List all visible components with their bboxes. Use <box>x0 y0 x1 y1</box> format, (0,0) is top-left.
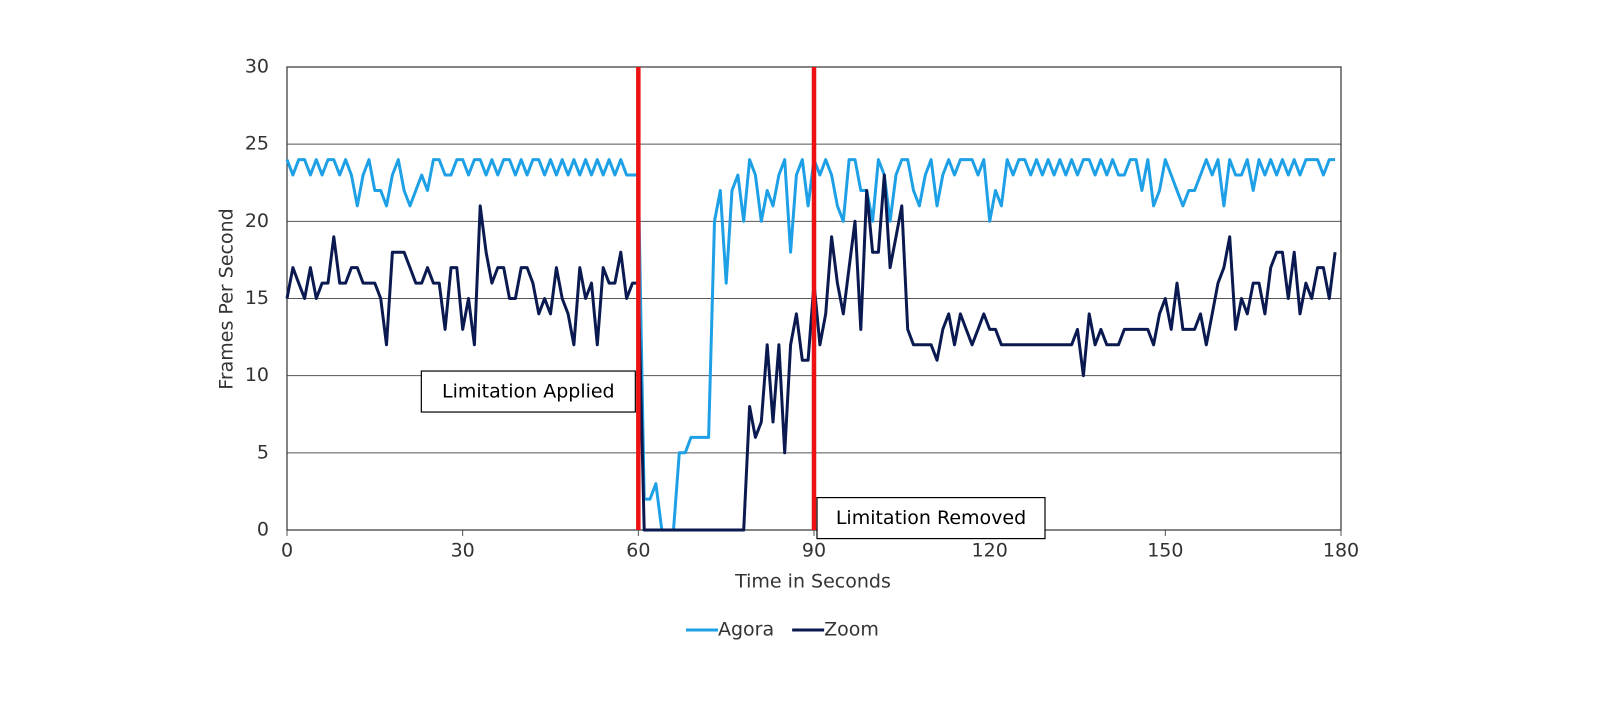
y-tick-label: 20 <box>245 210 269 232</box>
x-tick-label: 60 <box>626 540 650 562</box>
legend-label: Agora <box>718 619 774 641</box>
y-tick-label: 5 <box>257 441 269 463</box>
annotation-label: Limitation Removed <box>836 507 1026 529</box>
y-tick-label: 25 <box>245 133 269 155</box>
annotation-box <box>420 370 636 413</box>
series-line <box>285 158 1336 532</box>
x-tick-label: 150 <box>1147 540 1183 562</box>
x-axis-title: Time in Seconds <box>734 571 891 593</box>
x-tick-label: 90 <box>802 540 826 562</box>
series-line <box>285 173 1337 532</box>
y-tick-label: 15 <box>245 287 269 309</box>
y-tick-label: 0 <box>257 519 269 541</box>
x-tick-label: 30 <box>451 540 475 562</box>
y-tick-label: 30 <box>245 56 269 78</box>
legend-label: Zoom <box>824 619 879 641</box>
annotation-box <box>816 496 1046 540</box>
x-tick-label: 120 <box>972 540 1008 562</box>
y-axis-title: Frames Per Second <box>216 208 238 389</box>
x-tick-label: 0 <box>281 540 293 562</box>
y-tick-label: 10 <box>245 364 269 386</box>
x-tick-label: 180 <box>1323 540 1359 562</box>
annotation-label: Limitation Applied <box>442 381 615 403</box>
